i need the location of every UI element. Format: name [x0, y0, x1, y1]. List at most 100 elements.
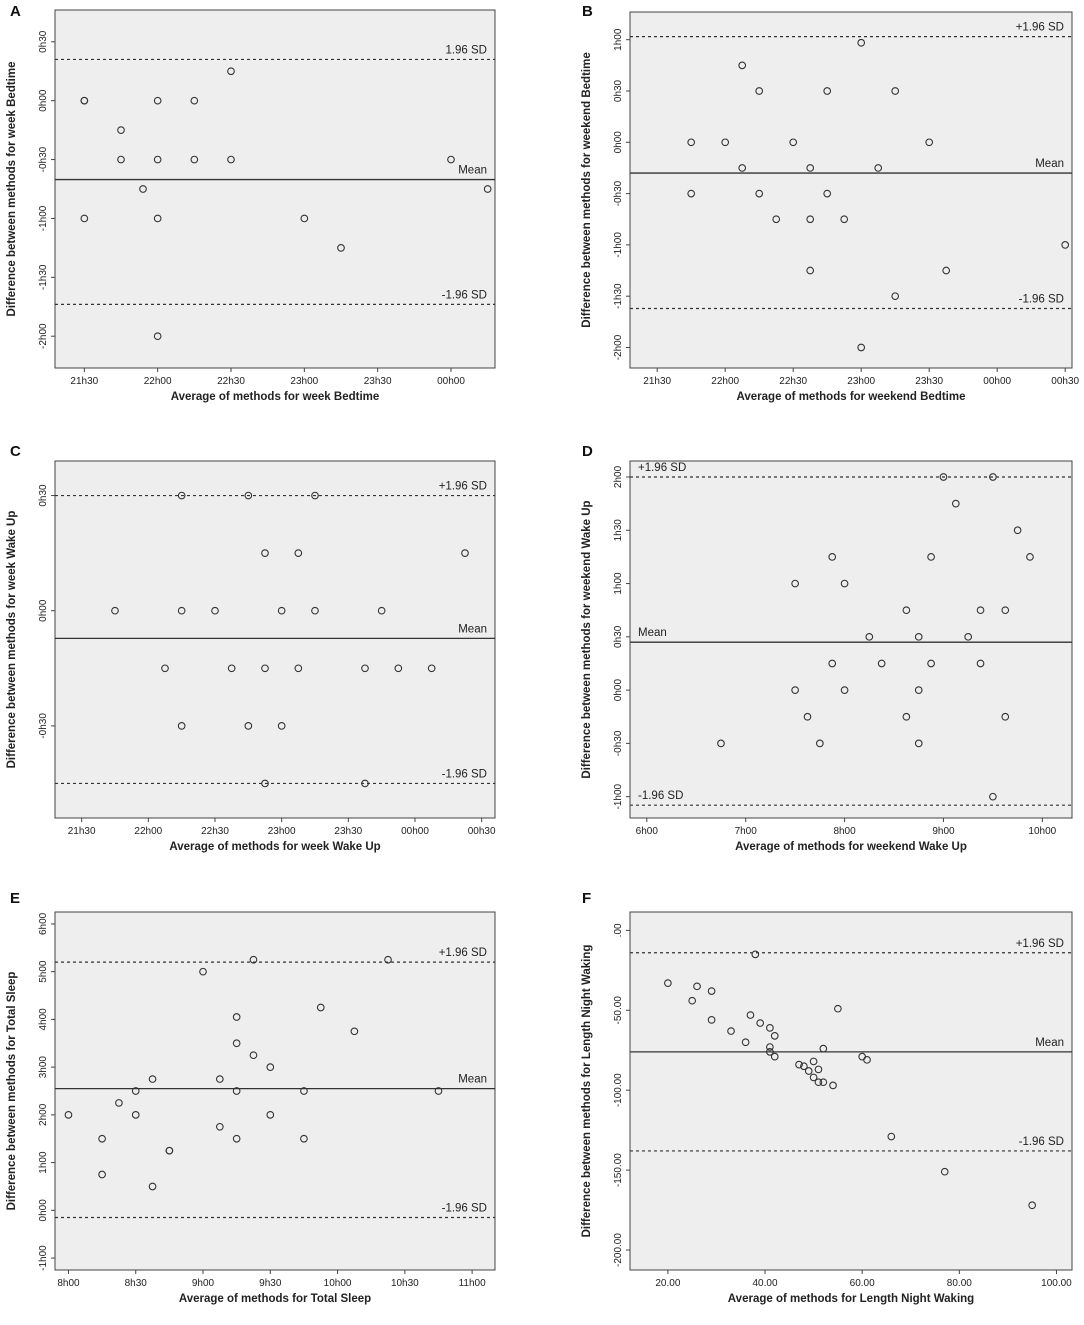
data-point [927, 659, 935, 668]
data-point [232, 1087, 241, 1095]
x-tick-label: 10h00 [324, 1278, 352, 1289]
data-point [828, 659, 837, 668]
upper-label: +1.96 SD [1016, 22, 1064, 34]
data-point [914, 686, 923, 694]
plot-area [54, 9, 496, 369]
x-tick-label: 21h30 [643, 376, 671, 387]
data-point [117, 126, 125, 134]
y-tick-label: -1h00 [613, 783, 624, 809]
data-point [350, 1027, 359, 1036]
data-point [863, 1055, 871, 1064]
data-point [819, 1044, 828, 1053]
x-tick-label: 100.00 [1041, 1278, 1072, 1289]
x-tick-label: 8h30 [125, 1278, 148, 1289]
x-axis-title: Average of methods for Length Night Waki… [728, 1293, 974, 1305]
y-tick-label: 0h00 [613, 679, 624, 702]
data-point [215, 1075, 224, 1083]
x-axis-title: Average of methods for Total Sleep [179, 1293, 371, 1305]
data-point [828, 553, 837, 561]
x-tick-label: 23h00 [268, 826, 296, 837]
upper-label: +1.96 SD [1016, 938, 1064, 950]
data-point [902, 606, 911, 615]
data-point [891, 87, 900, 95]
data-point [800, 1062, 808, 1071]
data-point [989, 473, 997, 481]
data-point [927, 553, 935, 561]
data-point [117, 155, 125, 164]
y-tick-label: -0h30 [38, 713, 49, 739]
x-tick-label: 00h30 [468, 826, 496, 837]
data-point [98, 1134, 106, 1143]
data-point [770, 1032, 779, 1040]
data-point [337, 244, 345, 252]
x-tick-label: 60.00 [850, 1278, 875, 1289]
data-point [131, 1087, 140, 1095]
data-point [939, 473, 948, 481]
data-point [814, 1078, 823, 1087]
data-point [211, 606, 219, 615]
x-tick-label: 80.00 [947, 1278, 972, 1289]
data-point [384, 955, 392, 964]
data-point [766, 1043, 774, 1051]
data-point [688, 996, 697, 1005]
data-point [756, 1019, 765, 1027]
data-point [840, 215, 849, 224]
x-tick-label: 7h00 [735, 826, 758, 837]
x-tick-label: 6h00 [636, 826, 659, 837]
y-tick-label: 0h30 [613, 625, 624, 648]
data-point [766, 1047, 774, 1056]
x-tick-label: 00h30 [1051, 376, 1079, 387]
data-point [755, 189, 764, 198]
data-point [394, 664, 403, 673]
x-tick-label: 20.00 [655, 1278, 680, 1289]
y-tick-label: -0h30 [613, 730, 624, 756]
mean-label: Mean [458, 623, 487, 635]
panel-letter: F [582, 890, 591, 907]
data-point [266, 1111, 275, 1119]
lower-label: -1.96 SD [442, 768, 487, 780]
panel-a: A 21h30 22h00 22h30 23h00 23h30 00h00 0h30 0h00 -… [6, 3, 496, 403]
panel-d: D 6h00 7h00 8h00 9h00 10h00 2h00 1h30 1h00 0h30 0h… [581, 443, 1073, 853]
data-point [190, 155, 199, 164]
data-point [791, 579, 799, 588]
data-point [1001, 712, 1010, 721]
x-tick-label: 40.00 [753, 1278, 778, 1289]
data-point [865, 632, 874, 641]
data-point [215, 1122, 224, 1131]
data-point [751, 950, 760, 959]
y-tick-label: 0h30 [38, 30, 49, 53]
data-point [199, 967, 207, 976]
data-point [115, 1099, 123, 1107]
data-point [707, 1016, 716, 1024]
data-point [249, 1051, 258, 1060]
data-point [148, 1182, 157, 1191]
data-point [791, 686, 799, 694]
data-point [177, 606, 186, 615]
data-point [300, 1134, 308, 1143]
data-point [746, 1011, 755, 1019]
data-point [165, 1146, 174, 1155]
data-point [1026, 553, 1034, 561]
data-point [806, 164, 815, 172]
x-tick-label: 22h30 [779, 376, 807, 387]
x-tick-label: 00h00 [983, 376, 1011, 387]
x-tick-label: 23h30 [334, 826, 362, 837]
data-point [741, 1038, 750, 1047]
data-point [829, 1081, 837, 1090]
panel-b: B 21h30 22h00 22h30 23h00 23h30 00h00 00h30 1h00… [581, 3, 1080, 403]
data-point [447, 155, 455, 164]
y-tick-label: -0h30 [613, 180, 624, 206]
y-tick-label: -1h00 [613, 232, 624, 258]
data-point [277, 606, 286, 615]
data-point [823, 189, 832, 198]
y-tick-label: 6h00 [38, 912, 49, 935]
x-tick-label: 11h00 [459, 1278, 487, 1289]
data-point [804, 1067, 813, 1075]
y-tick-label: -200.00 [613, 1233, 624, 1267]
x-tick-label: 23h30 [915, 376, 943, 387]
data-point [925, 138, 934, 147]
y-tick-label: -1h00 [38, 205, 49, 231]
data-point [261, 664, 269, 673]
panel-letter: D [582, 443, 593, 460]
data-point [434, 1087, 443, 1095]
